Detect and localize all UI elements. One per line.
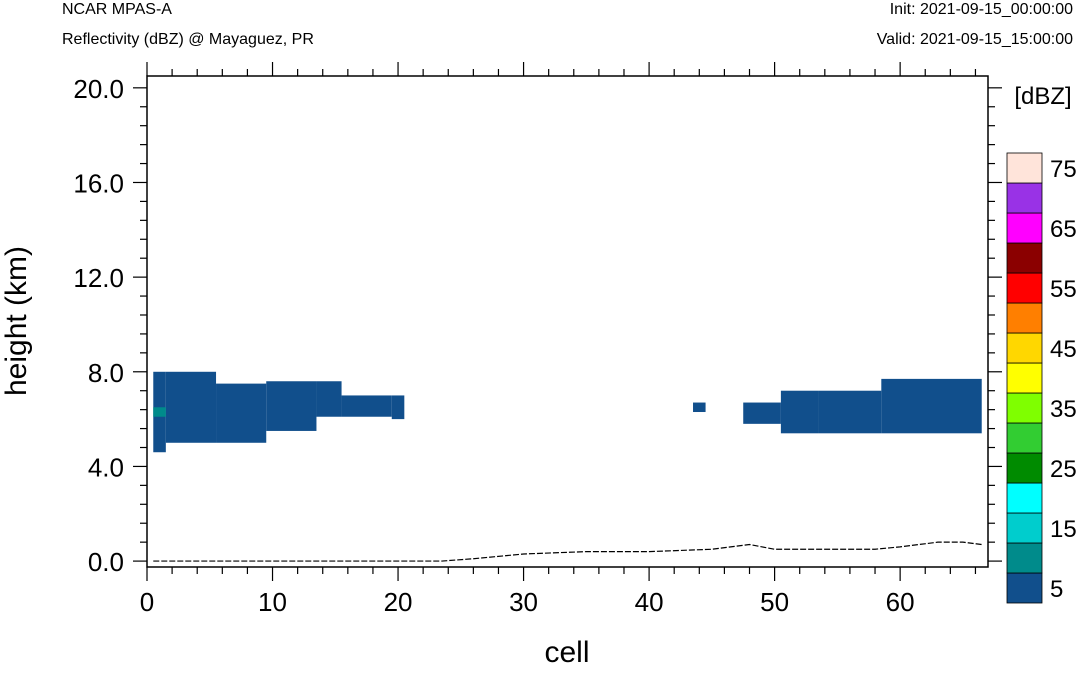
model-title: NCAR MPAS-A <box>62 1 172 18</box>
terrain-line <box>153 541 982 562</box>
colorbar: 5 15 25 35 45 55 65 75 <box>1006 152 1077 604</box>
x-tick-label: 20 <box>384 587 413 617</box>
colorbar-swatch <box>1006 302 1043 334</box>
colorbar-title: [dBZ] <box>1014 83 1071 110</box>
reflectivity-cell <box>391 395 405 420</box>
colorbar-swatch <box>1006 572 1043 604</box>
reflectivity-cell <box>693 402 706 413</box>
reflectivity-cell <box>266 381 317 431</box>
init-time: Init: 2021-09-15_00:00:00 <box>889 1 1073 18</box>
colorbar-swatch <box>1006 212 1043 244</box>
y-axis-label: height (km) <box>0 246 33 396</box>
colorbar-label: 75 <box>1050 156 1077 183</box>
colorbar-swatch <box>1006 512 1043 544</box>
plot-frame <box>146 75 989 568</box>
reflectivity-cell <box>165 371 217 443</box>
colorbar-swatch <box>1006 392 1043 424</box>
y-tick-label: 16.0 <box>73 168 124 198</box>
x-tick-label: 40 <box>635 587 664 617</box>
y-tick-label: 12.0 <box>73 263 124 293</box>
colorbar-swatch <box>1006 542 1043 574</box>
plot-border <box>146 75 989 568</box>
colorbar-label: 25 <box>1050 456 1077 483</box>
x-axis: 0 10 20 30 40 50 60 <box>140 62 977 617</box>
colorbar-swatch <box>1006 242 1043 274</box>
reflectivity-cell <box>153 407 166 417</box>
y-tick-label: 8.0 <box>88 358 124 388</box>
colorbar-label: 65 <box>1050 216 1077 243</box>
terrain-polyline <box>153 541 982 562</box>
y-tick-label: 20.0 <box>73 74 124 104</box>
x-tick-label: 50 <box>760 587 789 617</box>
colorbar-label: 55 <box>1050 276 1077 303</box>
x-axis-label: cell <box>544 636 589 669</box>
y-tick-label: 0.0 <box>88 547 124 577</box>
reflectivity-cell <box>818 390 882 434</box>
valid-time: Valid: 2021-09-15_15:00:00 <box>876 31 1073 48</box>
reflectivity-cell <box>316 381 342 417</box>
colorbar-swatch <box>1006 182 1043 214</box>
reflectivity-cell <box>780 390 819 434</box>
reflectivity-cells <box>153 371 982 453</box>
reflectivity-cell <box>216 383 267 443</box>
colorbar-label: 45 <box>1050 336 1077 363</box>
x-tick-label: 10 <box>258 587 287 617</box>
reflectivity-cell <box>881 378 982 434</box>
colorbar-swatch <box>1006 422 1043 454</box>
x-tick-label: 60 <box>886 587 915 617</box>
y-axis: 0.0 4.0 8.0 12.0 16.0 20.0 <box>73 74 1002 577</box>
colorbar-swatch <box>1006 482 1043 514</box>
colorbar-label: 35 <box>1050 396 1077 423</box>
colorbar-swatch <box>1006 332 1043 364</box>
colorbar-label: 15 <box>1050 516 1077 543</box>
colorbar-swatch <box>1006 452 1043 484</box>
x-tick-label: 30 <box>509 587 538 617</box>
y-tick-label: 4.0 <box>88 452 124 482</box>
colorbar-swatch <box>1006 362 1043 394</box>
reflectivity-cell <box>341 395 392 417</box>
colorbar-label: 5 <box>1050 576 1063 603</box>
x-tick-label: 0 <box>140 587 154 617</box>
colorbar-swatch <box>1006 272 1043 304</box>
colorbar-swatch <box>1006 152 1043 184</box>
field-subtitle: Reflectivity (dBZ) @ Mayaguez, PR <box>62 31 314 48</box>
reflectivity-cell <box>743 402 781 424</box>
